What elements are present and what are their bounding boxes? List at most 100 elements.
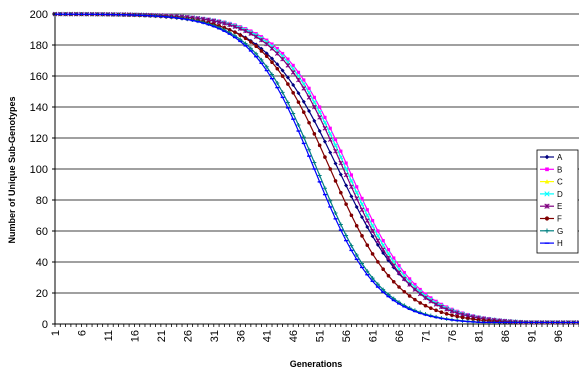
data-point <box>354 196 360 201</box>
series-D <box>52 11 579 325</box>
data-point <box>280 51 285 56</box>
data-point <box>455 314 460 319</box>
data-point <box>364 218 370 223</box>
data-point <box>296 100 301 104</box>
x-tick-label: 91 <box>526 330 538 342</box>
data-point <box>354 252 359 257</box>
data-point <box>259 37 264 43</box>
legend-label: D <box>557 190 563 199</box>
data-point <box>376 260 380 264</box>
data-point <box>243 28 248 34</box>
data-point <box>264 64 269 69</box>
data-point <box>402 289 407 294</box>
data-point <box>413 282 417 287</box>
data-point <box>471 317 475 322</box>
x-axis-title: Generations <box>290 359 343 369</box>
data-point <box>333 148 338 154</box>
data-point <box>227 22 233 28</box>
data-point <box>307 120 311 125</box>
data-point <box>312 160 317 165</box>
legend-entry-A: A <box>540 153 563 162</box>
x-tick-label: 1 <box>50 330 62 336</box>
data-point <box>365 224 370 229</box>
legend-label: F <box>557 215 562 224</box>
data-point <box>401 276 407 282</box>
data-point <box>248 31 254 37</box>
legend-entry-F: F <box>540 215 562 224</box>
data-point <box>333 142 338 148</box>
data-point <box>381 287 386 292</box>
data-point <box>412 287 418 292</box>
data-point <box>418 287 422 292</box>
data-point <box>365 208 369 212</box>
data-point <box>360 196 364 201</box>
data-point <box>301 110 306 114</box>
data-point <box>343 166 349 172</box>
x-tick-label: 11 <box>103 330 115 341</box>
data-point <box>359 201 365 207</box>
data-point <box>339 190 343 195</box>
data-point <box>354 204 359 209</box>
data-point <box>354 190 360 196</box>
data-point <box>338 160 344 166</box>
series-line-H <box>54 13 579 324</box>
data-point <box>285 75 290 80</box>
data-point <box>370 252 375 256</box>
data-point <box>323 155 327 159</box>
data-point <box>344 183 349 188</box>
series-E <box>52 11 579 325</box>
x-tick-label: 71 <box>421 330 433 342</box>
data-point <box>296 70 301 74</box>
series-line-G <box>54 13 579 324</box>
data-point <box>434 308 438 313</box>
x-tick-label: 31 <box>209 330 221 342</box>
data-point <box>397 285 401 289</box>
data-point <box>444 306 450 312</box>
data-point <box>407 294 412 298</box>
data-point <box>227 28 232 32</box>
x-tick-label: 41 <box>262 330 274 342</box>
data-point <box>248 46 253 51</box>
y-tick-label: 80 <box>36 195 48 207</box>
data-point <box>417 291 423 297</box>
x-tick-label: 51 <box>315 330 327 342</box>
legend-label: B <box>557 165 562 174</box>
data-point <box>466 316 470 321</box>
data-point <box>307 86 311 90</box>
legend-entry-G: G <box>540 227 563 236</box>
y-axis-title: Number of Unique Sub-Genotypes <box>7 96 17 243</box>
y-axis-ticks: 0 20 40 60 80 100 120 140 160 180 200 <box>30 9 55 331</box>
data-point <box>343 172 349 178</box>
x-tick-label: 26 <box>182 330 194 342</box>
data-point <box>381 239 385 243</box>
data-point <box>222 21 227 26</box>
data-point <box>349 194 354 199</box>
y-tick-label: 100 <box>30 164 48 176</box>
data-point <box>232 24 238 30</box>
data-point <box>296 91 301 96</box>
data-point <box>349 178 354 184</box>
data-point <box>270 60 274 64</box>
data-point <box>386 292 391 297</box>
data-point <box>359 261 364 266</box>
data-point <box>264 54 269 59</box>
legend-label: H <box>557 239 563 248</box>
x-tick-label: 61 <box>368 330 380 342</box>
data-point <box>423 292 428 296</box>
data-point <box>233 30 237 35</box>
x-tick-label: 66 <box>394 330 406 342</box>
y-tick-label: 20 <box>36 288 48 300</box>
data-point <box>328 198 333 203</box>
data-point <box>407 282 412 287</box>
data-point <box>428 298 434 304</box>
data-point <box>439 304 444 310</box>
data-point <box>286 57 290 61</box>
data-point <box>460 315 465 320</box>
x-tick-label: 36 <box>235 330 247 342</box>
y-tick-label: 200 <box>30 9 48 21</box>
x-tick-label: 56 <box>341 330 353 342</box>
data-point <box>333 137 338 142</box>
data-point <box>291 82 296 87</box>
